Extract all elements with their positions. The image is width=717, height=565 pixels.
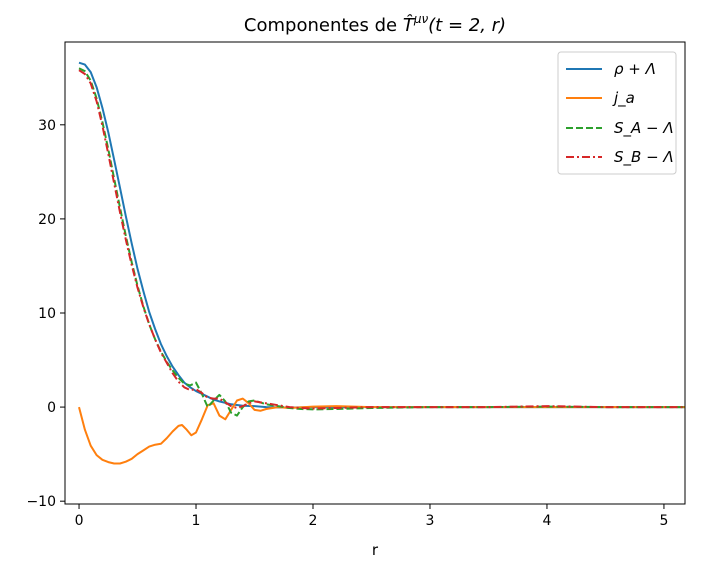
legend-label-sb: S_B − Λ [614, 148, 674, 167]
y-tick-label: 10 [38, 306, 56, 322]
chart-title-symbol: T̂ [403, 15, 416, 36]
plot-frame [64, 41, 686, 505]
chart-title-superscript: μν [413, 12, 429, 26]
series-line-ja [78, 397, 685, 465]
y-tick-label: 0 [47, 400, 56, 416]
x-tick-label: 5 [659, 513, 668, 529]
y-axis-ticks: −10 0 10 20 30 [26, 118, 65, 510]
plot-lines [78, 61, 685, 465]
y-tick-label: 30 [38, 118, 56, 134]
legend-label-ja: j_a [612, 89, 635, 108]
legend-box [557, 51, 677, 175]
legend-label-rho: ρ + Λ [614, 60, 656, 78]
x-tick-label: 3 [426, 513, 435, 529]
legend: ρ + Λ j_a S_A − Λ S_B − Λ [557, 51, 677, 175]
x-tick-label: 4 [543, 513, 552, 529]
chart-title-prefix: Componentes de [244, 15, 403, 36]
x-tick-label: 2 [309, 513, 318, 529]
y-tick-label: 20 [38, 212, 56, 228]
chart-title-args: (t = 2, r) [428, 15, 506, 36]
x-axis-label: r [372, 541, 379, 559]
x-tick-label: 1 [192, 513, 201, 529]
y-tick-label: −10 [26, 494, 56, 510]
x-axis-ticks: 0 1 2 3 4 5 [75, 504, 668, 529]
chart-title: Componentes de T̂μν(t = 2, r) [244, 12, 506, 36]
x-tick-label: 0 [75, 513, 84, 529]
series-line-sb [78, 69, 685, 410]
legend-label-sa: S_A − Λ [614, 119, 674, 138]
